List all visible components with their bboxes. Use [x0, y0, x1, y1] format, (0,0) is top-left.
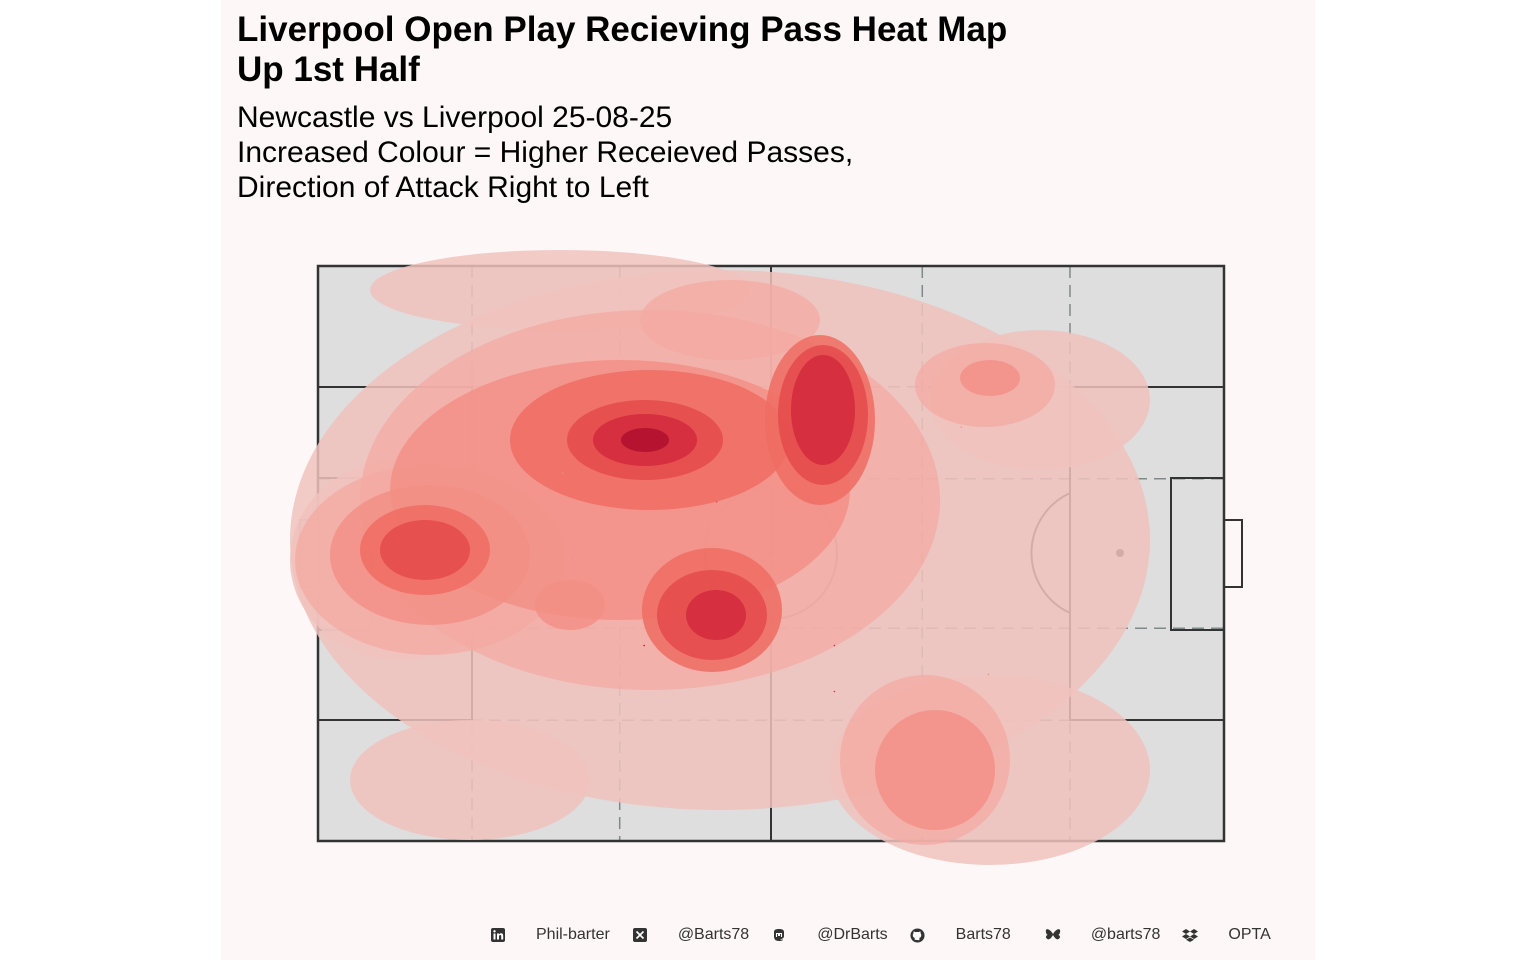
- heat-hotspot-5: [715, 500, 718, 503]
- heat-contour-level-2: [640, 280, 820, 360]
- heat-hotspot-1: [643, 644, 645, 647]
- heat-hotspot-12: [371, 811, 374, 814]
- footer-item-x[interactable]: @Barts78: [632, 926, 771, 944]
- heat-contour-level-6: [791, 355, 855, 465]
- heat-hotspot-4: [425, 552, 428, 555]
- dropbox-icon: [1182, 927, 1199, 943]
- footer-text-github: Barts78: [955, 926, 1011, 943]
- footer-text-linkedin: Phil-barter: [536, 926, 610, 943]
- bluesky-icon: [1045, 927, 1061, 943]
- heat-hotspot-6: [987, 673, 990, 676]
- chart-title: Liverpool Open Play Recieving Pass Heat …: [237, 10, 1008, 89]
- heat-hotspot-9: [561, 472, 564, 474]
- footer-item-mastodon[interactable]: @DrBarts: [771, 926, 909, 944]
- footer-item-bluesky[interactable]: @barts78: [1033, 926, 1183, 944]
- heat-contour-level-5: [380, 520, 470, 580]
- right-goal: [1223, 519, 1243, 588]
- heat-hotspot-11: [480, 305, 482, 308]
- heat-hotspot-2: [833, 690, 836, 693]
- github-icon: [910, 927, 926, 943]
- heat-hotspot-7: [960, 426, 963, 428]
- footer-item-github[interactable]: Barts78: [910, 926, 1033, 944]
- heat-contour-level-3: [875, 710, 995, 830]
- footer-item-linkedin[interactable]: Phil-barter: [490, 926, 632, 944]
- footer-text-mastodon: @DrBarts: [817, 926, 888, 943]
- heat-hotspot-10: [453, 765, 455, 768]
- heat-hotspot-8: [570, 558, 573, 561]
- heat-contour-level-6: [686, 590, 746, 640]
- footer-text-dropbox: OPTA: [1228, 926, 1271, 943]
- footer-credits: Phil-barter @Barts78 @DrBarts Barts78 @b…: [490, 922, 1310, 948]
- linkedin-icon: [490, 927, 506, 943]
- mastodon-icon: [771, 927, 787, 943]
- footer-text-bluesky: @barts78: [1090, 926, 1161, 943]
- heat-layer: [290, 250, 1150, 865]
- heat-contour-level-1: [350, 720, 590, 840]
- chart-subtitle: Newcastle vs Liverpool 25-08-25 Increase…: [237, 101, 854, 204]
- x-twitter-icon: [632, 927, 648, 943]
- heat-contour-level-3: [535, 580, 605, 630]
- heat-contour-level-3: [960, 360, 1020, 396]
- footer-item-dropbox[interactable]: OPTA: [1182, 926, 1292, 944]
- heat-hotspot-3: [833, 644, 836, 647]
- footer-text-x: @Barts78: [677, 926, 750, 943]
- heat-contour-level-7: [621, 428, 669, 452]
